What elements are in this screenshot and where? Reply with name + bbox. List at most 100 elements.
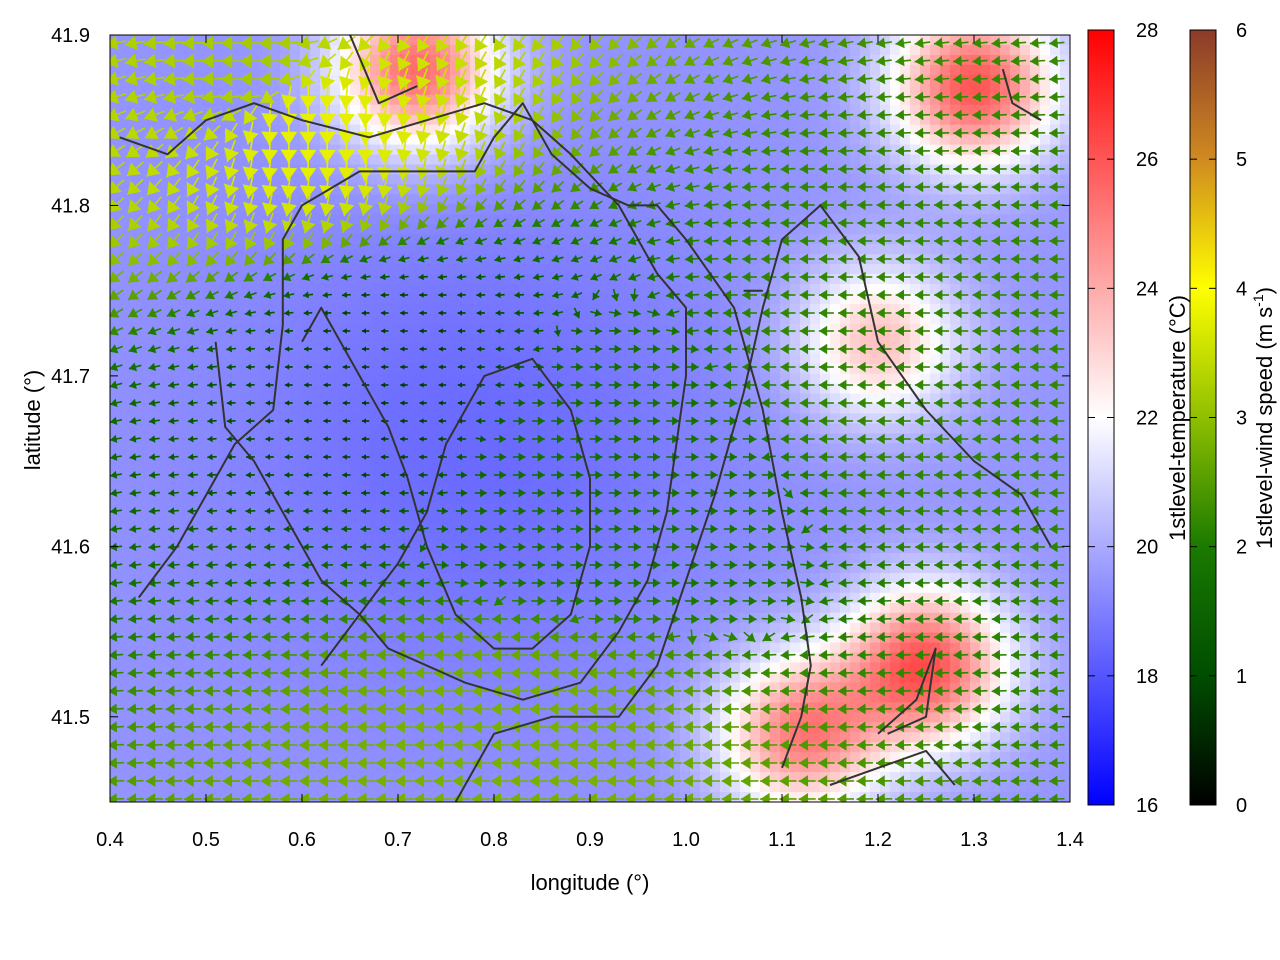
heatmap-cell — [590, 443, 601, 454]
heatmap-cell — [980, 114, 991, 126]
heatmap-cell — [470, 343, 481, 355]
heatmap-cell — [540, 453, 551, 464]
heatmap-cell — [140, 174, 151, 186]
heatmap-cell — [560, 353, 571, 365]
heatmap-cell — [430, 174, 441, 186]
heatmap-cell — [480, 453, 491, 464]
heatmap-cell — [420, 323, 431, 335]
heatmap-cell — [440, 303, 451, 315]
heatmap-cell — [340, 64, 351, 76]
heatmap-cell — [390, 433, 401, 444]
heatmap-cell — [900, 383, 911, 395]
heatmap-cell — [230, 124, 241, 136]
heatmap-cell — [400, 144, 411, 156]
heatmap-cell — [670, 513, 681, 524]
heatmap-cell — [940, 443, 951, 454]
heatmap-cell — [920, 174, 931, 186]
heatmap-cell — [930, 204, 941, 215]
heatmap-cell — [560, 503, 571, 514]
heatmap-cell — [520, 54, 531, 66]
heatmap-cell — [430, 224, 441, 235]
heatmap-cell — [330, 543, 341, 554]
heatmap-cell — [270, 124, 281, 136]
heatmap-cell — [580, 473, 591, 484]
heatmap-cell — [790, 234, 801, 245]
heatmap-cell — [1040, 164, 1051, 176]
heatmap-cell — [700, 244, 711, 255]
heatmap-cell — [400, 513, 411, 524]
heatmap-cell — [890, 473, 901, 484]
heatmap-cell — [1010, 174, 1021, 186]
heatmap-cell — [680, 144, 691, 156]
heatmap-cell — [990, 393, 1001, 405]
heatmap-cell — [480, 323, 491, 335]
heatmap-cell — [850, 284, 861, 295]
heatmap-cell — [830, 94, 841, 106]
heatmap-cell — [650, 194, 661, 205]
heatmap-cell — [370, 64, 381, 76]
heatmap-cell — [660, 54, 671, 66]
heatmap-cell — [810, 64, 821, 76]
heatmap-cell — [450, 393, 461, 405]
heatmap-cell — [1060, 94, 1070, 106]
heatmap-cell — [1020, 503, 1031, 514]
heatmap-cell — [890, 543, 901, 554]
heatmap-cell — [710, 313, 721, 325]
heatmap-cell — [750, 413, 761, 425]
heatmap-cell — [750, 84, 761, 96]
heatmap-cell — [190, 174, 201, 186]
heatmap-cell — [940, 154, 951, 166]
heatmap-cell — [1010, 114, 1021, 126]
heatmap-cell — [430, 523, 441, 534]
heatmap-cell — [540, 144, 551, 156]
heatmap-cell — [940, 64, 951, 76]
heatmap-cell — [470, 503, 481, 514]
heatmap-cell — [1010, 443, 1021, 454]
heatmap-cell — [180, 493, 191, 504]
heatmap-cell — [810, 363, 821, 375]
heatmap-cell — [630, 64, 641, 76]
heatmap-cell — [970, 134, 981, 146]
heatmap-cell — [890, 264, 901, 275]
heatmap-cell — [570, 493, 581, 504]
heatmap-cell — [120, 54, 131, 66]
heatmap-cell — [130, 64, 141, 76]
heatmap-cell — [950, 303, 961, 315]
heatmap-cell — [490, 174, 501, 186]
heatmap-cell — [620, 423, 631, 435]
heatmap-cell — [900, 84, 911, 96]
heatmap-cell — [530, 353, 541, 365]
heatmap-cell — [790, 463, 801, 474]
heatmap-cell — [990, 244, 1001, 255]
heatmap-cell — [540, 274, 551, 285]
heatmap-cell — [140, 523, 151, 534]
heatmap-cell — [920, 513, 931, 524]
heatmap-cell — [480, 224, 491, 235]
heatmap-cell — [620, 293, 631, 305]
heatmap-cell — [710, 323, 721, 335]
heatmap-cell — [1020, 293, 1031, 305]
heatmap-cell — [220, 234, 231, 245]
heatmap-cell — [390, 184, 401, 195]
heatmap-cell — [250, 244, 261, 255]
heatmap-cell — [560, 303, 571, 315]
heatmap-cell — [650, 333, 661, 345]
heatmap-cell — [780, 473, 791, 484]
heatmap-cell — [920, 194, 931, 205]
heatmap-cell — [330, 164, 341, 176]
heatmap-cell — [540, 174, 551, 186]
heatmap-cell — [940, 493, 951, 504]
heatmap-cell — [960, 313, 971, 325]
heatmap-cell — [490, 453, 501, 464]
heatmap-cell — [680, 513, 691, 524]
heatmap-cell — [270, 204, 281, 215]
heatmap-cell — [420, 503, 431, 514]
heatmap-cell — [280, 134, 291, 146]
heatmap-cell — [110, 313, 121, 325]
heatmap-cell — [380, 35, 391, 46]
heatmap-cell — [510, 503, 521, 514]
heatmap-cell — [710, 194, 721, 205]
heatmap-cell — [170, 503, 181, 514]
heatmap-cell — [940, 513, 951, 524]
heatmap-cell — [750, 293, 761, 305]
